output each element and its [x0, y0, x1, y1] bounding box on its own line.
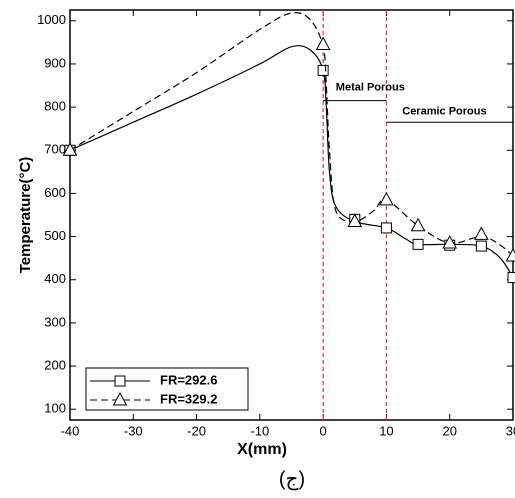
x-tick-label: -10 — [250, 423, 269, 438]
x-tick-label: -20 — [187, 423, 206, 438]
marker — [442, 235, 458, 249]
x-tick-label: 30 — [506, 423, 515, 438]
annotation: Metal Porous — [336, 82, 405, 94]
x-tick-label: 10 — [379, 423, 393, 438]
y-tick-label: 900 — [44, 55, 66, 70]
x-tick-label: -30 — [124, 423, 143, 438]
marker — [317, 64, 329, 76]
marker — [475, 240, 487, 252]
y-axis-label: Temperature(°C) — [17, 157, 34, 274]
marker — [507, 272, 515, 284]
x-tick-label: 0 — [320, 423, 327, 438]
marker — [347, 213, 363, 227]
y-tick-label: 800 — [44, 99, 66, 114]
marker — [505, 247, 515, 262]
legend-marker — [112, 391, 128, 406]
legend-label: FR=329.2 — [160, 391, 217, 406]
marker — [62, 142, 78, 156]
legend-box — [85, 367, 249, 411]
x-axis-label: X(mm) — [237, 441, 287, 458]
marker — [474, 226, 489, 240]
legend-label: FR=292.6 — [160, 372, 217, 387]
plot-frame — [69, 9, 514, 421]
y-tick-label: 1000 — [37, 12, 66, 27]
y-tick-label: 500 — [44, 228, 66, 243]
marker — [412, 238, 424, 250]
y-tick-label: 700 — [44, 142, 66, 157]
x-tick-label: 20 — [442, 423, 456, 438]
annotation: Ceramic Porous — [402, 105, 486, 117]
y-tick-label: 400 — [44, 271, 66, 286]
y-tick-label: 300 — [44, 314, 66, 329]
marker — [379, 191, 394, 206]
legend-marker — [114, 375, 126, 387]
marker — [380, 222, 392, 234]
series-line — [69, 12, 514, 257]
marker — [410, 217, 426, 232]
x-tick-label: -40 — [61, 423, 80, 438]
caption: (ج) — [279, 468, 305, 490]
y-tick-label: 100 — [44, 401, 66, 416]
y-tick-label: 600 — [44, 185, 66, 200]
y-tick-label: 200 — [44, 357, 66, 372]
marker — [315, 36, 331, 51]
